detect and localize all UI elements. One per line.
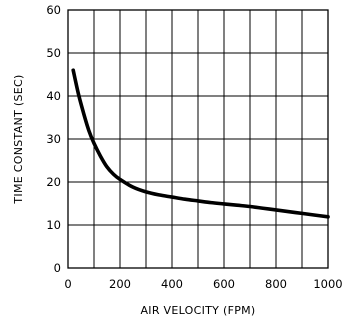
x-axis-label: AIR VELOCITY (FPM)	[140, 304, 255, 317]
y-tick-label: 20	[46, 175, 61, 189]
x-tick-label: 800	[265, 277, 287, 291]
series-group	[71, 68, 330, 219]
plot-frame	[67, 9, 329, 269]
y-tick-label: 50	[46, 46, 61, 60]
x-tick-label: 400	[161, 277, 183, 291]
y-tick-label: 30	[46, 132, 61, 146]
x-tick-label: 1000	[313, 277, 342, 291]
y-tick-labels: 0 10 20 30 40 50 60	[46, 3, 61, 275]
series-line	[71, 68, 330, 219]
y-axis-label: TIME CONSTANT (SEC)	[12, 74, 25, 204]
x-tick-label: 600	[213, 277, 235, 291]
x-tick-labels: 0 200 400 600 800 1000	[64, 277, 342, 291]
y-tick-label: 40	[46, 89, 61, 103]
y-tick-label: 0	[54, 261, 61, 275]
y-tick-label: 60	[46, 3, 61, 17]
y-tick-label: 10	[46, 218, 61, 232]
x-tick-label: 0	[64, 277, 71, 291]
x-tick-label: 200	[109, 277, 131, 291]
grid	[68, 10, 328, 268]
